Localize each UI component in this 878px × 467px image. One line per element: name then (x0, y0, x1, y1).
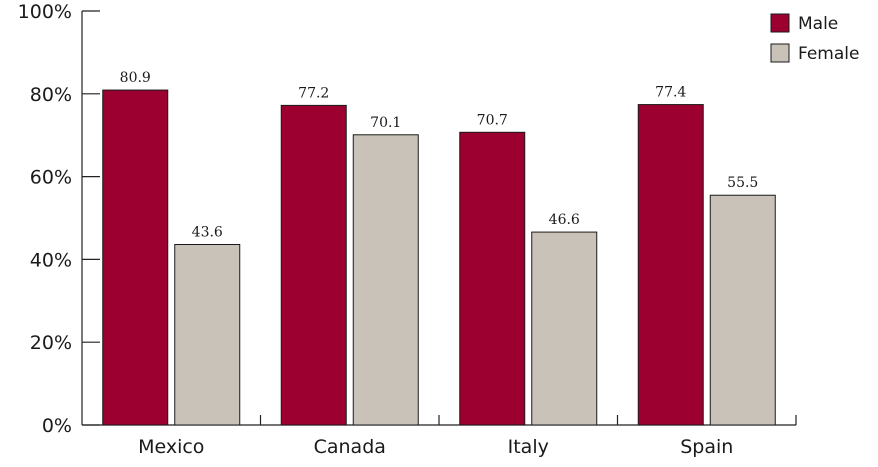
y-tick-label: 80% (30, 84, 72, 106)
data-label: 77.2 (298, 85, 329, 101)
x-tick-label: Canada (314, 436, 386, 458)
y-tick-label: 20% (30, 332, 72, 354)
legend-label-female: Female (798, 44, 859, 64)
legend-swatch-female (770, 43, 790, 63)
data-label: 70.1 (370, 115, 401, 131)
bar-female-canada (352, 134, 419, 426)
bar-male-spain (637, 104, 704, 426)
x-tick-label: Italy (508, 436, 549, 458)
bars (102, 89, 776, 426)
data-label: 43.6 (192, 224, 223, 240)
bar-male-mexico (102, 89, 169, 426)
data-label: 77.4 (655, 85, 686, 101)
y-tick-label: 40% (30, 249, 72, 271)
data-label: 70.7 (477, 112, 508, 128)
data-labels: 80.9 43.6 77.2 70.1 70.7 46.6 77.4 55.5 (120, 70, 759, 240)
data-label: 46.6 (549, 212, 580, 228)
legend-swatch-male (770, 13, 790, 33)
data-label: 55.5 (727, 175, 758, 191)
bar-male-canada (280, 104, 347, 426)
y-tick-label: 0% (42, 415, 72, 437)
legend: Male Female (770, 13, 859, 64)
x-tick-label: Mexico (138, 436, 204, 458)
x-tick-label: Spain (680, 436, 733, 458)
bar-female-mexico (174, 243, 241, 426)
y-tick-label: 100% (18, 1, 72, 23)
bar-female-spain (709, 194, 776, 426)
legend-label-male: Male (798, 14, 838, 34)
y-tick-label: 60% (30, 167, 72, 189)
bar-male-italy (459, 131, 526, 426)
data-label: 80.9 (120, 70, 151, 86)
axes: 0% 20% 40% 60% 80% 100% Mexico Canada Italy Spain (18, 1, 797, 458)
bar-female-italy (531, 231, 598, 426)
